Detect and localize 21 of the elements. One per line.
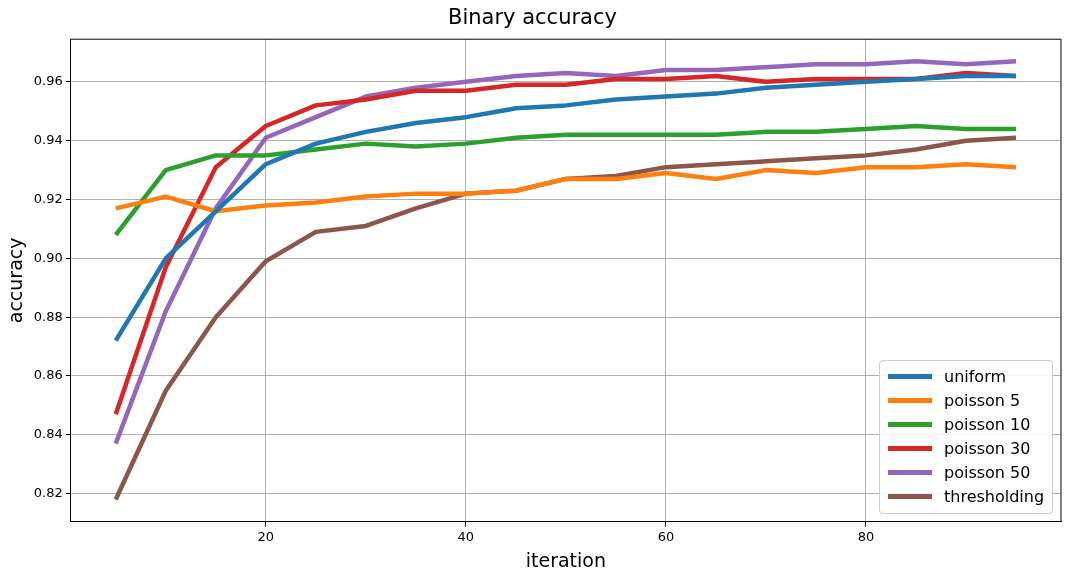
legend-label: poisson 30 (944, 439, 1031, 459)
x-axis-title: iteration (525, 548, 607, 571)
legend-label: uniform (944, 367, 1007, 387)
legend-label: thresholding (944, 487, 1045, 507)
y-tick-label: 0.82 (33, 485, 63, 501)
legend-label: poisson 10 (944, 415, 1031, 435)
chart-title: Binary accuracy (448, 5, 617, 30)
x-tick-label: 80 (857, 528, 875, 544)
legend-label: poisson 5 (944, 391, 1021, 411)
y-tick-label: 0.86 (33, 367, 63, 383)
y-tick-label: 0.84 (33, 426, 63, 442)
y-tick-label: 0.96 (33, 73, 63, 89)
y-tick-label: 0.94 (33, 132, 63, 148)
x-tick-label: 20 (257, 528, 275, 544)
y-tick-label: 0.90 (33, 249, 63, 265)
legend-label: poisson 50 (944, 463, 1031, 483)
x-tick-label: 60 (657, 528, 675, 544)
y-axis-title: accuracy (4, 237, 27, 324)
y-tick-label: 0.92 (33, 190, 63, 206)
x-tick-label: 40 (457, 528, 475, 544)
y-tick-label: 0.88 (33, 308, 63, 324)
